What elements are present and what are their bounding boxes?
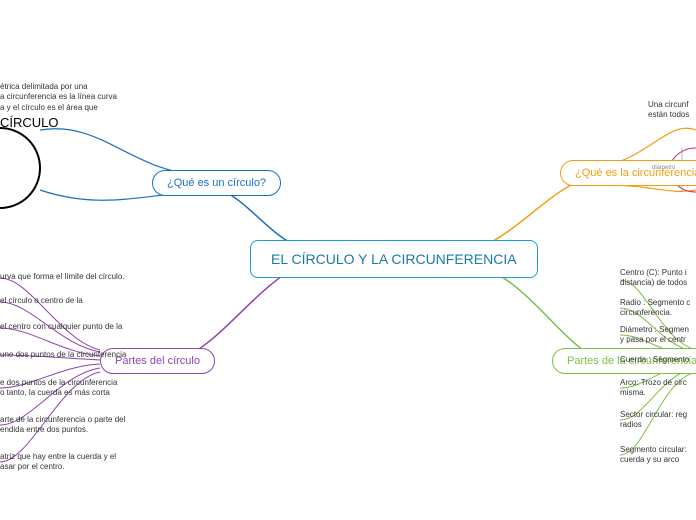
pc-item: el centro con cualquier punto de la bbox=[0, 322, 122, 332]
branch-que-es-circunferencia[interactable]: ¿Qué es la circunferencia? bbox=[560, 160, 696, 186]
desc-circulo: étrica delimitada por una a circunferenc… bbox=[0, 82, 170, 113]
pf-item: Segmento circular: cuerda y su arco bbox=[620, 445, 687, 466]
pf-item: Cuerda : Segmento bbox=[620, 355, 689, 365]
pc-item: el círculo o centro de la bbox=[0, 296, 83, 306]
pf-item: Centro (C): Punto i distancia) de todos bbox=[620, 268, 687, 289]
pc-item: e dos puntos de la circunferencia o tant… bbox=[0, 378, 117, 399]
branch-label: ¿Qué es la circunferencia? bbox=[575, 167, 696, 179]
desc-circunf: Una circunf están todos bbox=[648, 100, 696, 121]
pf-item: Diámetro : Segmen y pasa por el centr bbox=[620, 325, 689, 346]
pf-item: Radio : Segmento c circunferencia. bbox=[620, 298, 690, 319]
branch-que-es-circulo[interactable]: ¿Qué es un círculo? bbox=[152, 170, 281, 196]
diametro-label: diámetro bbox=[652, 165, 675, 173]
pc-item: une dos puntos de la circunferencia bbox=[0, 350, 126, 360]
pf-item: Sector circular: reg radios bbox=[620, 410, 687, 431]
circulo-title: CÍRCULO bbox=[0, 115, 59, 130]
pc-item: arte de la circunferencia o parte del en… bbox=[0, 415, 125, 436]
pf-item: Arco: Trozo de circ misma. bbox=[620, 378, 687, 399]
center-node: EL CÍRCULO Y LA CIRCUNFERENCIA bbox=[250, 240, 538, 278]
branch-label: Partes del círculo bbox=[115, 355, 200, 367]
pc-item: urva que forma el límite del círculo. bbox=[0, 272, 125, 282]
branch-label: ¿Qué es un círculo? bbox=[167, 177, 266, 189]
pc-item: atriz que hay entre la cuerda y el asar … bbox=[0, 452, 116, 473]
center-label: EL CÍRCULO Y LA CIRCUNFERENCIA bbox=[271, 251, 517, 267]
